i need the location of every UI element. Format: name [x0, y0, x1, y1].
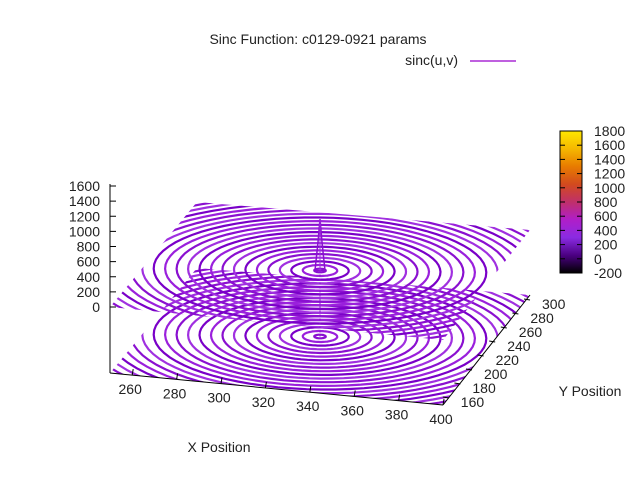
y-tick	[489, 340, 496, 343]
surface-ring	[163, 285, 477, 388]
surface-ring	[244, 245, 396, 296]
peak-spike	[314, 219, 326, 272]
z-tick-label: 0	[92, 299, 100, 315]
y-tick	[465, 368, 473, 371]
surface-ring	[290, 260, 350, 281]
y-tick-label: 200	[484, 366, 508, 382]
z-tick-label: 1600	[69, 178, 100, 194]
x-tick	[264, 381, 267, 389]
x-axis-line	[109, 372, 444, 406]
surface-ring	[186, 227, 454, 314]
x-tick	[309, 386, 312, 393]
z-tick-label: 1000	[69, 223, 100, 239]
surface-ring	[163, 219, 477, 322]
central-peak	[314, 219, 326, 337]
colorbar-tick-label: 0	[594, 251, 602, 267]
surface-ring	[301, 329, 339, 344]
y-tick-label: 300	[542, 296, 566, 312]
y-tick-label: 260	[519, 324, 543, 340]
z-tick-label: 1400	[69, 193, 100, 209]
colorbar-tick-label: 600	[594, 208, 618, 224]
y-tick-label: 160	[461, 394, 485, 410]
colorbar-tick-label: 1600	[594, 137, 625, 153]
x-tick-label: 340	[296, 398, 320, 414]
colorbar-tick-label: 1800	[594, 123, 625, 139]
surface-ring	[175, 223, 465, 318]
surface-ring	[255, 249, 385, 292]
y-tick	[523, 298, 531, 301]
surface-ring	[290, 326, 350, 347]
surface-ring	[152, 216, 488, 325]
x-tick-label: 260	[119, 381, 143, 397]
colorbar-tick-label: 1200	[594, 166, 625, 182]
y-tick	[500, 326, 507, 329]
x-tick-label: 280	[163, 385, 187, 401]
surface-ring	[313, 333, 327, 340]
surface-ring	[301, 263, 339, 278]
surface-ring	[152, 282, 488, 391]
x-tick-label: 320	[252, 394, 276, 410]
colorbar-tick-label: 800	[594, 194, 618, 210]
x-tick	[131, 369, 134, 376]
axes: 260 280 300 320 340 360 380 4001601802002202402…	[69, 178, 566, 427]
x-tick	[176, 373, 179, 380]
colorbar-tick-label: 200	[594, 237, 618, 253]
z-tick-label: 1200	[69, 208, 100, 224]
z-tick-label: 600	[77, 254, 101, 270]
x-tick	[220, 377, 223, 384]
colorbar-tick-label: 1400	[594, 151, 625, 167]
legend-label: sinc(u,v)	[405, 52, 458, 68]
chart-title: Sinc Function: c0129-0921 params	[209, 31, 426, 47]
surface-ring	[198, 297, 442, 376]
x-tick	[442, 398, 445, 406]
surface-ring	[278, 256, 362, 285]
surface-ring	[209, 234, 431, 307]
y-tick-label: 180	[472, 380, 496, 396]
x-tick-label: 380	[385, 407, 409, 423]
x-tick-label: 300	[207, 390, 231, 406]
surface-ring	[244, 311, 396, 362]
y-tick-label: 240	[507, 338, 531, 354]
y-tick-label: 220	[496, 352, 520, 368]
surface-ring	[198, 231, 442, 310]
colorbar-tick-label: 400	[594, 222, 618, 238]
z-tick-label: 800	[77, 239, 101, 255]
x-tick-label: 400	[429, 411, 453, 427]
legend: sinc(u,v)	[405, 52, 516, 68]
y-tick	[477, 354, 484, 357]
x-tick	[398, 394, 401, 401]
y-tick	[454, 382, 461, 385]
surface-ring	[232, 242, 408, 299]
surface-ring	[267, 252, 373, 289]
surface-ring	[186, 293, 454, 380]
colorbar-tick-label: -200	[594, 265, 622, 281]
surface-ring	[209, 300, 431, 373]
y-tick	[442, 396, 449, 399]
colorbar-tick-label: 1000	[594, 180, 625, 196]
surface-ring	[267, 318, 373, 355]
z-tick-label: 200	[77, 284, 101, 300]
x-tick	[353, 390, 356, 397]
x-axis-label: X Position	[187, 439, 250, 455]
y-tick-label: 280	[530, 310, 554, 326]
surface-ring	[221, 238, 419, 303]
x-tick-label: 360	[341, 402, 365, 418]
z-tick-label: 400	[77, 269, 101, 285]
y-tick	[512, 312, 519, 315]
y-axis-label: Y Position	[559, 383, 622, 399]
